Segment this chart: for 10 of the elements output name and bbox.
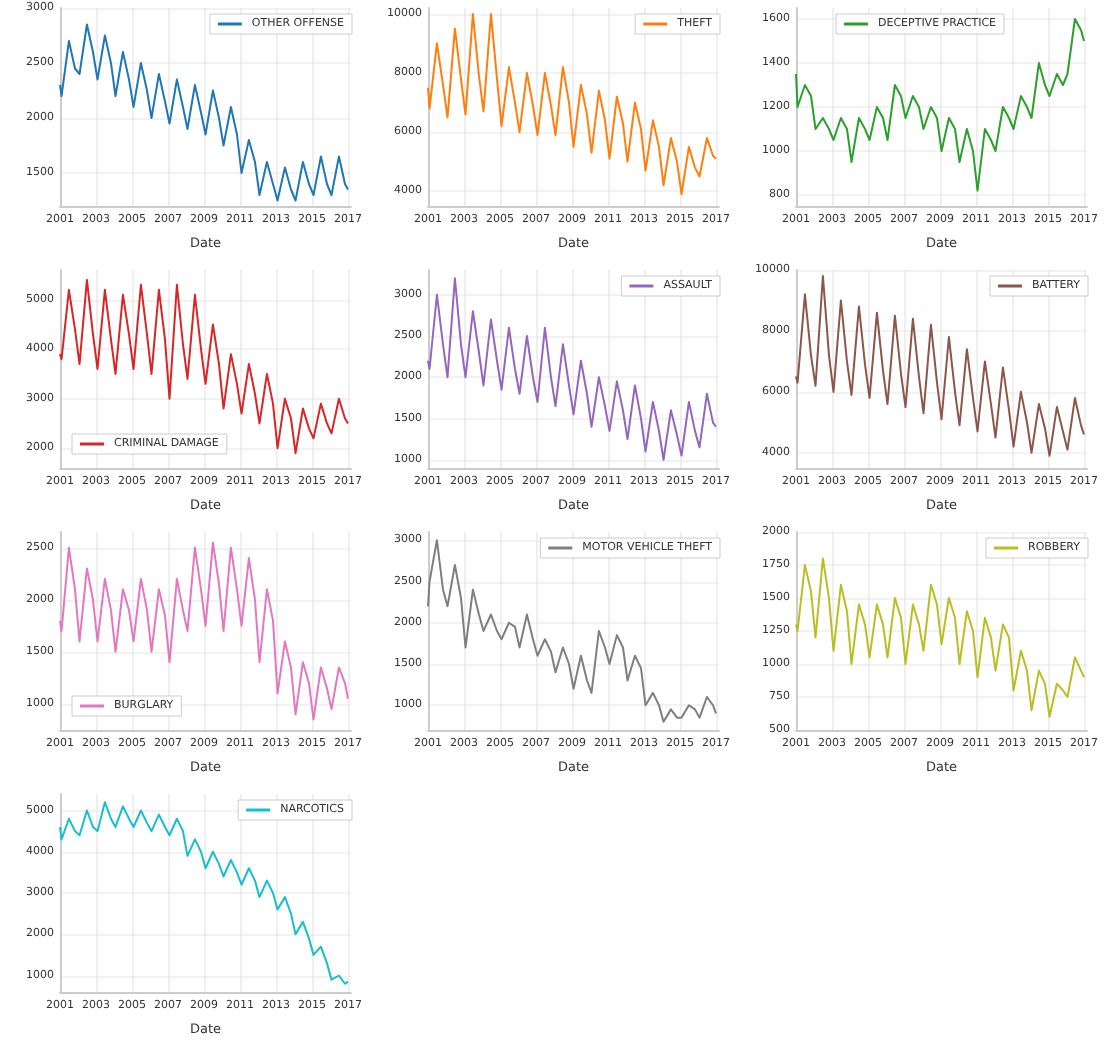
- line-series: [59, 801, 349, 985]
- line-series: [427, 12, 717, 196]
- line-series: [59, 541, 349, 721]
- line-series: [795, 275, 1085, 457]
- line-series: [427, 277, 717, 461]
- line-series: [59, 278, 349, 455]
- line-series: [795, 557, 1085, 718]
- line-series: [427, 539, 717, 723]
- line-series: [795, 18, 1085, 192]
- line-series: [59, 23, 349, 202]
